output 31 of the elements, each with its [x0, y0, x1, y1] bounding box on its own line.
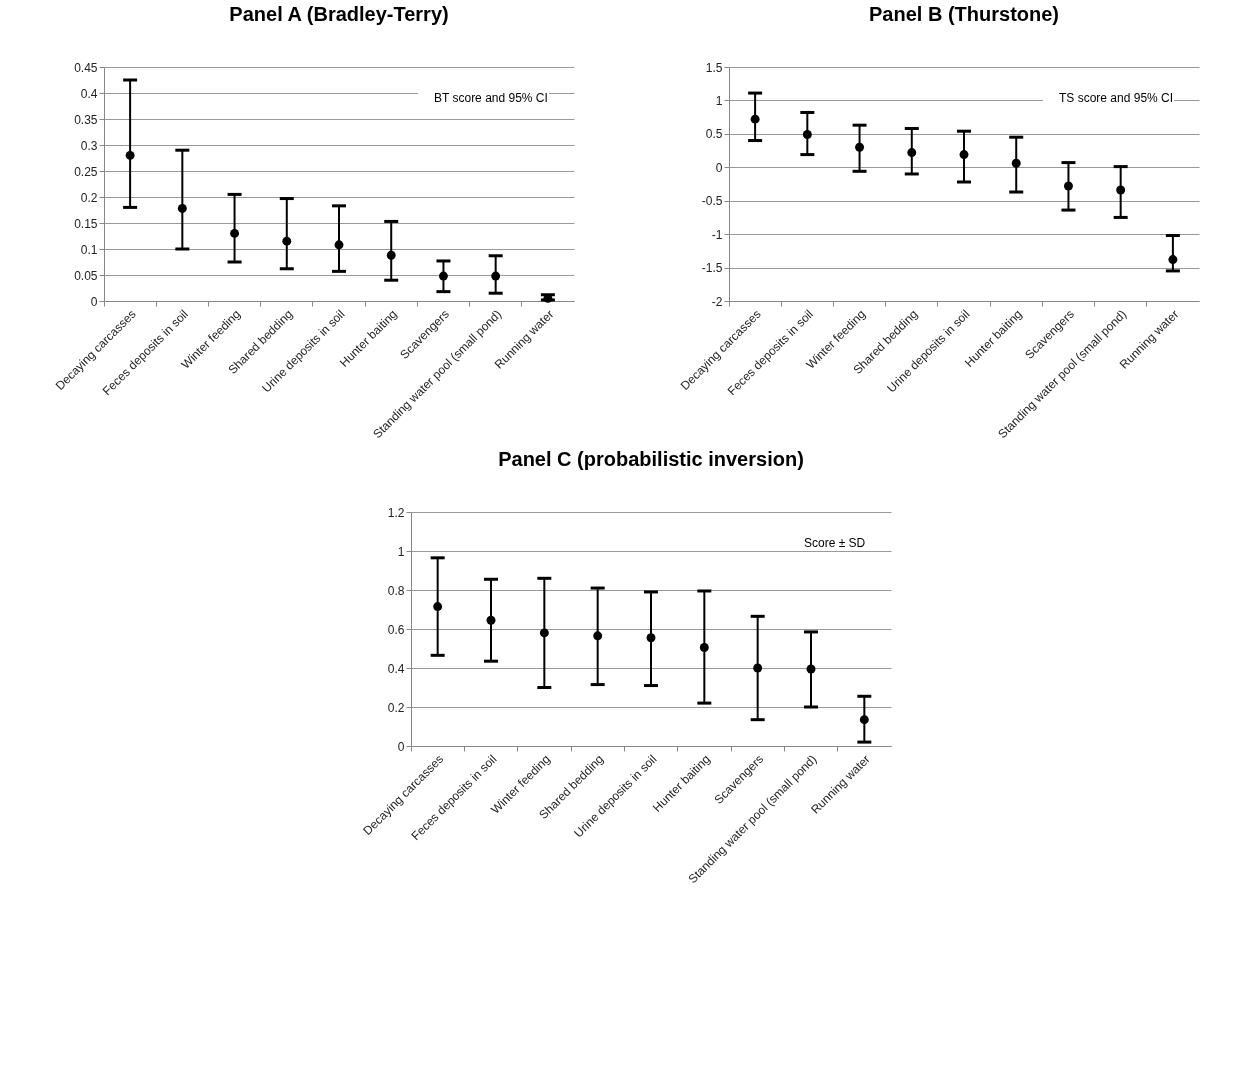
y-tick-label: 0.3 — [80, 138, 98, 153]
y-tick-label: 0 — [716, 160, 724, 175]
y-tick-label: 1 — [716, 93, 724, 108]
chart-title: Panel A (Bradley-Terry) — [229, 3, 449, 25]
y-tick-label: 0.6 — [387, 622, 405, 637]
y-tick-label: 0.35 — [73, 112, 98, 127]
y-tick-label: 0.4 — [387, 661, 405, 676]
y-tick-label: -1 — [712, 227, 724, 242]
text: TS score and 95% CI — [1059, 91, 1174, 105]
y-tick-label: 0.45 — [73, 60, 98, 75]
y-tick-label: -1.5 — [702, 261, 724, 276]
y-tick-label: 1 — [397, 544, 405, 559]
y-tick-label: 0.2 — [80, 190, 98, 205]
y-tick-label: 0.4 — [80, 86, 98, 101]
y-tick-label: -0.5 — [702, 194, 724, 209]
y-tick-label: 0.2 — [387, 700, 405, 715]
y-tick-label: 0.05 — [73, 268, 98, 283]
y-tick-label: 0 — [397, 739, 405, 754]
y-tick-label: 0.25 — [73, 164, 98, 179]
chart-title: Panel B (Thurstone) — [869, 3, 1060, 25]
y-tick-label: -2 — [712, 294, 724, 309]
y-tick-label: 0.1 — [80, 242, 98, 257]
y-tick-label: 1.2 — [387, 505, 405, 520]
y-tick-label: 0.15 — [73, 216, 98, 231]
text: BT score and 95% CI — [433, 91, 548, 105]
y-tick-label: 0.8 — [387, 583, 405, 598]
chart-title: Panel C (probabilistic inversion) — [498, 448, 804, 470]
y-tick-label: 0.5 — [706, 127, 724, 142]
text: Score ± SD — [804, 536, 866, 550]
y-tick-label: 1.5 — [706, 60, 724, 75]
y-tick-label: 0 — [90, 294, 98, 309]
